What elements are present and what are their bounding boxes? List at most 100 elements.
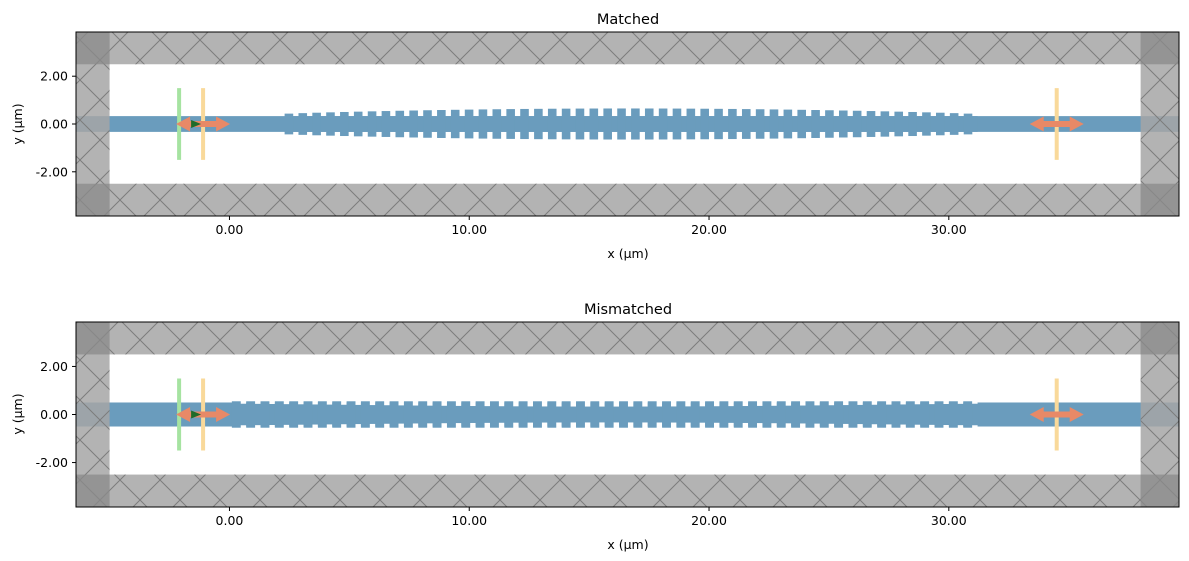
grating-notch bbox=[369, 402, 376, 406]
waveguide-segment bbox=[501, 116, 507, 132]
pml-bottom-hatch bbox=[76, 183, 1179, 216]
grating-notch bbox=[785, 423, 792, 427]
grating-notch bbox=[929, 402, 935, 405]
grating-tooth bbox=[518, 401, 528, 428]
grating-notch bbox=[943, 425, 949, 427]
grating-tooth bbox=[733, 401, 743, 428]
grating-tooth bbox=[561, 108, 571, 140]
waveguide-segment bbox=[542, 116, 548, 132]
grating-tooth bbox=[633, 401, 643, 428]
grating-tooth bbox=[332, 401, 342, 428]
grating-notch bbox=[283, 402, 290, 405]
grating-tooth bbox=[489, 401, 499, 428]
grating-notch bbox=[828, 402, 835, 406]
grating-tooth bbox=[755, 109, 765, 139]
grating-tooth bbox=[714, 108, 723, 140]
waveguide-segment bbox=[833, 116, 839, 132]
plot-content bbox=[76, 322, 1179, 507]
grating-notch bbox=[470, 402, 476, 407]
grating-tooth bbox=[797, 109, 807, 139]
grating-notch bbox=[800, 402, 806, 406]
grating-tooth bbox=[769, 109, 779, 139]
grating-notch bbox=[341, 424, 347, 427]
grating-tooth bbox=[506, 109, 515, 139]
grating-notch bbox=[470, 422, 476, 427]
grating-tooth bbox=[705, 401, 714, 428]
grating-notch bbox=[814, 402, 820, 406]
grating-notch bbox=[656, 402, 663, 407]
waveguide-segment bbox=[889, 116, 895, 132]
waveguide-segment bbox=[570, 116, 576, 132]
grating-notch bbox=[312, 424, 318, 427]
waveguide-segment bbox=[903, 116, 909, 132]
grating-notch bbox=[699, 402, 706, 407]
grating-tooth bbox=[274, 401, 284, 428]
grating-notch bbox=[785, 402, 792, 406]
grating-notch bbox=[728, 402, 734, 407]
waveguide-segment bbox=[376, 116, 382, 132]
x-tick-label: 10.00 bbox=[451, 222, 487, 237]
grating-tooth bbox=[834, 401, 844, 428]
grating-notch bbox=[757, 402, 763, 406]
grating-notch bbox=[527, 422, 534, 427]
grating-notch bbox=[656, 422, 663, 427]
panel-matched: Matched 0.00 10.00 20.00 30.00 2.00 0.00 -2.00… bbox=[10, 12, 1180, 261]
waveguide-segment bbox=[584, 116, 590, 132]
grating-tooth bbox=[389, 401, 399, 428]
grating-notch bbox=[957, 425, 964, 427]
y-tick-label: 0.00 bbox=[40, 407, 68, 422]
grating-notch bbox=[427, 402, 433, 406]
grating-tooth bbox=[805, 401, 815, 428]
grating-notch bbox=[599, 402, 605, 407]
grating-tooth bbox=[619, 401, 628, 428]
waveguide-segment bbox=[334, 116, 341, 132]
waveguide-segment bbox=[445, 116, 451, 132]
grating-notch bbox=[240, 402, 247, 404]
grating-tooth bbox=[298, 113, 308, 135]
grating-tooth bbox=[604, 401, 614, 428]
y-tick-label: 2.00 bbox=[40, 359, 68, 374]
grating-tooth bbox=[762, 401, 772, 428]
grating-notch bbox=[742, 402, 749, 407]
grating-notch bbox=[484, 402, 490, 407]
waveguide-segment bbox=[625, 116, 632, 132]
grating-notch bbox=[800, 423, 806, 427]
grating-tooth bbox=[317, 401, 327, 428]
grating-tooth bbox=[700, 108, 709, 140]
grating-notch bbox=[255, 425, 261, 427]
grating-notch bbox=[355, 424, 361, 427]
grating-notch bbox=[843, 402, 849, 406]
source-direction-marker bbox=[191, 410, 202, 419]
waveguide-segment bbox=[598, 116, 604, 132]
grating-notch bbox=[972, 402, 978, 404]
pml-corner bbox=[1140, 183, 1179, 216]
waveguide-segment bbox=[514, 116, 521, 132]
grating-notch bbox=[427, 423, 433, 427]
x-tick-label: 30.00 bbox=[931, 222, 967, 237]
grating-notch bbox=[627, 422, 634, 427]
x-axis-label: x (µm) bbox=[607, 246, 648, 261]
pml-top-hatch bbox=[76, 322, 1179, 355]
grating-tooth bbox=[825, 110, 834, 138]
grating-tooth bbox=[547, 108, 557, 140]
grating-notch bbox=[871, 402, 878, 405]
grating-notch bbox=[670, 422, 677, 427]
grating-tooth bbox=[748, 401, 758, 428]
waveguide-segment bbox=[806, 116, 812, 132]
grating-notch bbox=[670, 402, 677, 407]
direction-arrow bbox=[176, 407, 231, 422]
grating-tooth bbox=[963, 401, 973, 428]
grating-tooth bbox=[690, 401, 700, 428]
grating-tooth bbox=[367, 111, 377, 137]
plot-area: 0.00 10.00 20.00 30.00 2.00 0.00 -2.00 bbox=[36, 321, 1180, 528]
grating-tooth bbox=[949, 113, 959, 135]
x-tick-label: 0.00 bbox=[216, 222, 244, 237]
grating-notch bbox=[556, 422, 562, 427]
grating-notch bbox=[384, 402, 390, 406]
grating-tooth bbox=[492, 109, 502, 139]
grating-tooth bbox=[676, 401, 686, 428]
grating-tooth bbox=[880, 111, 890, 137]
grating-tooth bbox=[403, 401, 413, 428]
pml-corner bbox=[1140, 32, 1179, 65]
grating-notch bbox=[914, 424, 921, 427]
